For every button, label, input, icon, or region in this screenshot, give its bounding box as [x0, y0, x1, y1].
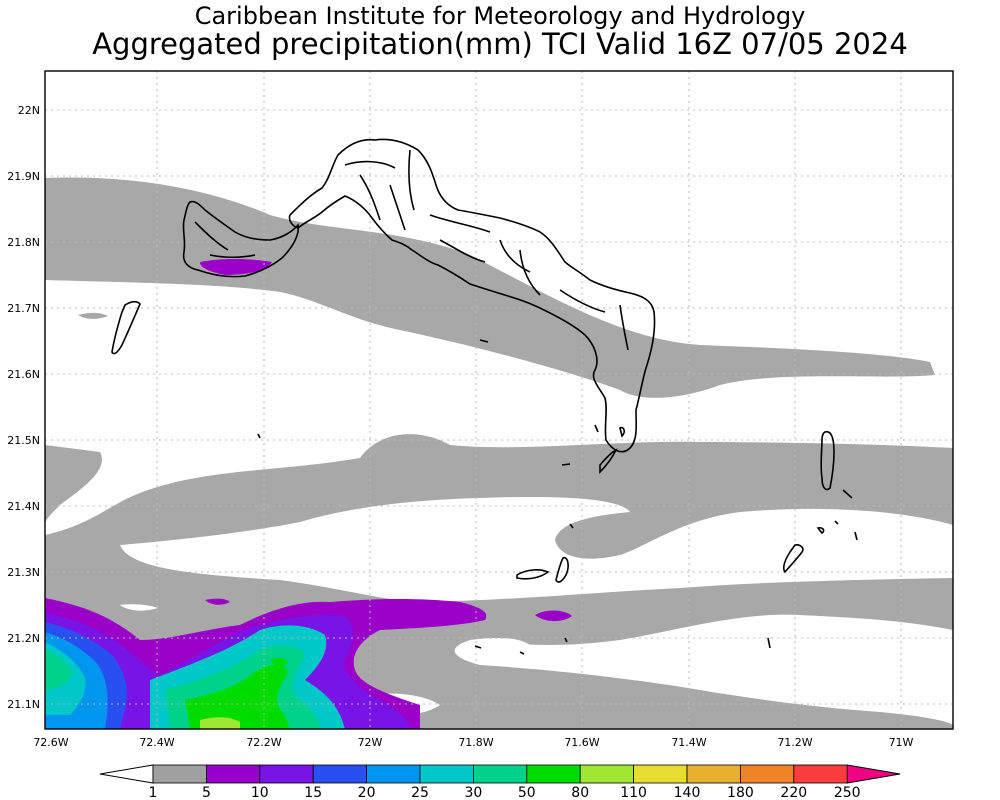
lat-label: 22N	[18, 104, 40, 117]
plot-frame	[44, 70, 954, 730]
precip-80mm-area	[185, 664, 290, 729]
colorbar-segment	[205, 764, 261, 784]
colorbar-label: 25	[411, 785, 429, 800]
lon-label: 71.8W	[458, 736, 493, 749]
lon-label: 71.6W	[564, 736, 599, 749]
colorbar-label: 20	[358, 785, 376, 800]
precipitation-colorbar: 1 5 10 15 20 25 30 50 80 110 140 180 220 250	[99, 764, 901, 800]
grand-turk-outline	[820, 430, 835, 491]
lat-label: 21.5N	[7, 434, 40, 447]
colorbar-label: 30	[464, 785, 482, 800]
colorbar-segment	[259, 764, 314, 784]
colorbar-segment	[419, 764, 474, 784]
colorbar-segment	[472, 764, 528, 784]
colorbar-label: 220	[780, 785, 807, 800]
colorbar-segment	[579, 764, 635, 784]
caicos-islands-outline	[288, 138, 656, 453]
colorbar-segment	[633, 764, 688, 784]
precip-50mm-area	[45, 650, 72, 690]
colorbar-label: 50	[518, 785, 536, 800]
colorbar-segment	[312, 764, 368, 784]
colorbar-segment	[793, 764, 848, 784]
colorbar-label: 180	[727, 785, 754, 800]
longitude-axis: 72.6W 72.4W 72.2W 72W 71.8W 71.6W 71.4W …	[33, 736, 913, 749]
colorbar-label: 250	[834, 785, 861, 800]
salt-cay-outline	[783, 544, 804, 574]
colorbar-segment	[686, 764, 741, 784]
precip-110mm-area	[200, 717, 240, 729]
lat-label: 21.2N	[7, 632, 40, 645]
lat-label: 21.3N	[7, 566, 40, 579]
lon-label: 72W	[358, 736, 383, 749]
colorbar-segment	[526, 764, 581, 784]
precip-band-central	[45, 445, 102, 525]
lon-label: 71.2W	[777, 736, 812, 749]
precip-band-east-edge	[935, 586, 953, 602]
colorbar-segment	[152, 764, 207, 784]
small-island-west	[111, 300, 141, 355]
colorbar-right-arrow	[846, 764, 901, 784]
lon-label: 72.2W	[246, 736, 281, 749]
lat-label: 21.8N	[7, 236, 40, 249]
precip-band-north	[45, 177, 935, 398]
lon-label: 72.6W	[33, 736, 68, 749]
map-subtitle: Aggregated precipitation(mm) TCI Valid 1…	[92, 27, 908, 61]
lon-label: 71.4W	[671, 736, 706, 749]
lon-label: 72.4W	[139, 736, 174, 749]
colorbar-label: 110	[620, 785, 647, 800]
colorbar-label: 1	[149, 785, 158, 800]
colorbar-label: 140	[674, 785, 701, 800]
colorbar-left-arrow	[99, 764, 154, 784]
south-cay-outline	[516, 569, 550, 580]
lat-label: 21.1N	[7, 698, 40, 711]
colorbar-label: 10	[251, 785, 269, 800]
latitude-axis: 22N 21.9N 21.8N 21.7N 21.6N 21.5N 21.4N …	[7, 104, 40, 711]
colorbar-segment	[366, 764, 421, 784]
lat-label: 21.6N	[7, 368, 40, 381]
west-caicos-outline	[182, 200, 300, 278]
lat-label: 21.4N	[7, 500, 40, 513]
map-title: Caribbean Institute for Meteorology and …	[194, 2, 806, 30]
lat-label: 21.9N	[7, 170, 40, 183]
grid-lines	[45, 71, 953, 729]
colorbar-label: 5	[202, 785, 211, 800]
colorbar-label: 15	[304, 785, 322, 800]
lat-label: 21.7N	[7, 302, 40, 315]
precip-band-east-small	[772, 590, 808, 597]
colorbar-segment	[740, 764, 795, 784]
island-outlines	[111, 138, 858, 655]
lon-label: 71W	[889, 736, 914, 749]
colorbar-label: 80	[571, 785, 589, 800]
precip-band-west-small	[78, 312, 108, 319]
